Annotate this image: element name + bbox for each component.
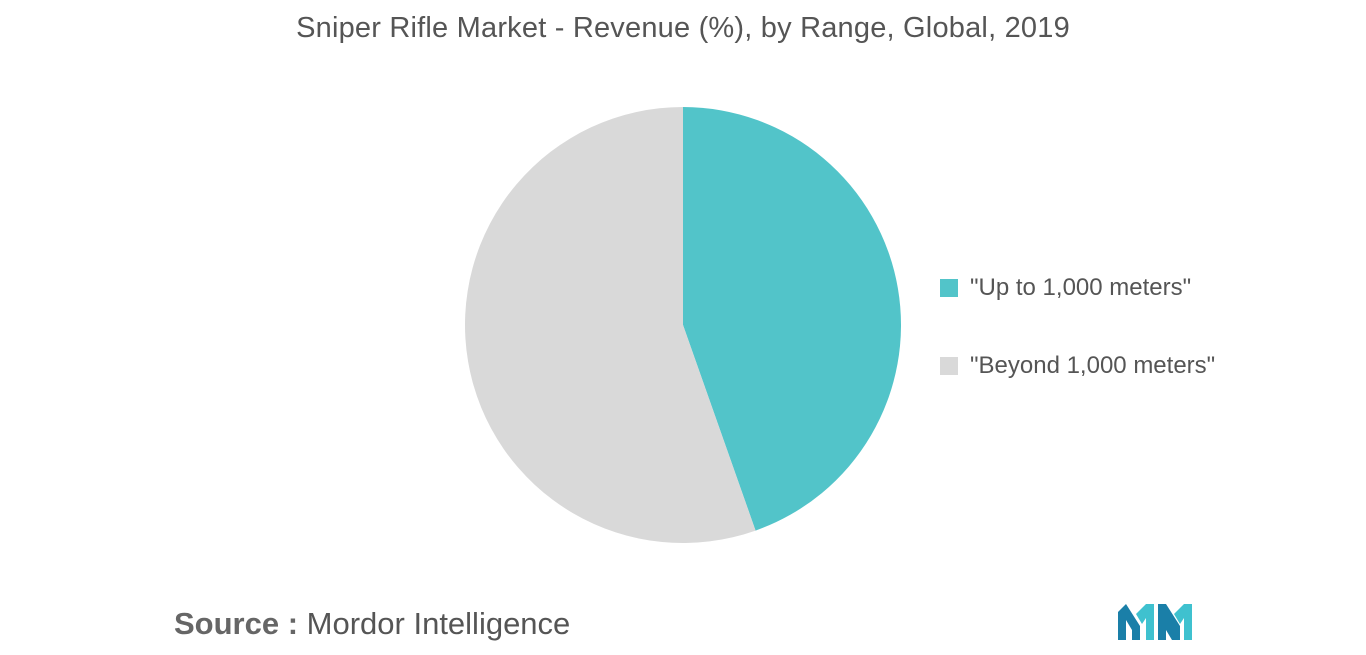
pie-slice-beyond-1000 xyxy=(465,107,756,543)
chart-legend: "Up to 1,000 meters" "Beyond 1,000 meter… xyxy=(940,270,1215,426)
source-text: Mordor Intelligence xyxy=(306,606,571,641)
legend-item-beyond-1000: "Beyond 1,000 meters" xyxy=(940,348,1215,384)
legend-label-beyond-1000: "Beyond 1,000 meters" xyxy=(970,352,1216,379)
legend-swatch-up-to-1000 xyxy=(940,279,958,297)
chart-title: Sniper Rifle Market - Revenue (%), by Ra… xyxy=(296,12,1070,44)
source-note: Source : Mordor Intelligence xyxy=(174,606,570,642)
mordor-intelligence-logo xyxy=(1118,604,1192,640)
legend-label-up-to-1000: "Up to 1,000 meters" xyxy=(970,274,1192,301)
legend-item-up-to-1000: "Up to 1,000 meters" xyxy=(940,270,1215,306)
source-prefix: Source : xyxy=(174,606,299,641)
legend-swatch-beyond-1000 xyxy=(940,357,958,375)
pie-slice-up-to-1000 xyxy=(683,107,902,531)
